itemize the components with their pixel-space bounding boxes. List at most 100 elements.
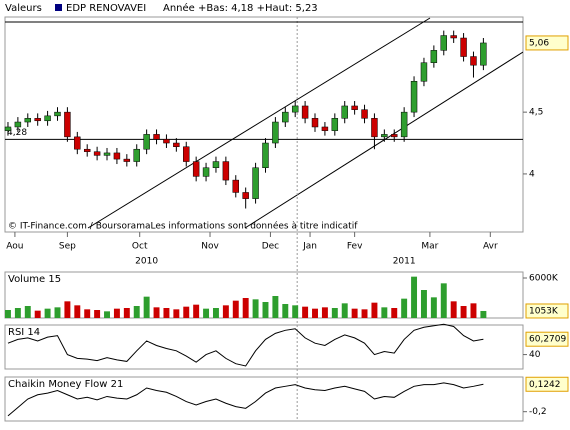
- volume-bar: [341, 303, 348, 318]
- candle-body: [430, 50, 438, 63]
- candle-body: [371, 118, 378, 138]
- candle-body: [202, 167, 210, 177]
- volume-bar: [331, 308, 338, 318]
- volume-bar: [292, 305, 299, 318]
- volume-bar: [371, 302, 378, 318]
- volume-bar: [84, 309, 91, 318]
- header-symbol: EDP RENOVAVEI: [66, 3, 146, 14]
- footer: © IT-Finance.com / BoursoramaLes informa…: [8, 221, 358, 232]
- volume-bar: [430, 297, 437, 318]
- volume-bar: [361, 309, 368, 318]
- candle-body: [222, 161, 230, 181]
- volume-bar: [113, 308, 120, 318]
- candle-body: [44, 115, 51, 122]
- volume-bar: [183, 306, 190, 318]
- volume-bar: [163, 308, 170, 318]
- indicator-line: [7, 382, 484, 417]
- x-tick-label: Sep: [59, 242, 76, 252]
- volume-bar: [14, 308, 21, 318]
- indicator-line: [7, 323, 484, 367]
- y-tick-label: 40: [529, 350, 541, 360]
- volume-bar: [351, 308, 358, 318]
- volume-bar: [123, 308, 130, 318]
- x-tick-label: Fev: [347, 242, 363, 252]
- candle-body: [14, 121, 22, 128]
- header-label: Valeurs: [5, 3, 42, 14]
- candle-body: [103, 152, 111, 156]
- x-tick-label: Mar: [421, 242, 438, 252]
- candle-body: [410, 81, 418, 113]
- volume-bar: [54, 307, 61, 318]
- volume-bar: [222, 305, 229, 318]
- candle-body: [331, 118, 339, 131]
- candle-body: [470, 56, 477, 66]
- header-range: Année +Bas: 4,18 +Haut: 5,23: [163, 2, 318, 14]
- volume-bar: [193, 304, 200, 318]
- candle-body: [64, 111, 71, 138]
- candle-body: [361, 109, 368, 119]
- candle-body: [381, 134, 388, 138]
- last-value-box: [525, 35, 569, 51]
- candle-body: [252, 167, 259, 199]
- volume-bar: [173, 309, 180, 318]
- x-tick-label: Jan: [302, 242, 317, 252]
- volume-bar: [232, 300, 239, 318]
- candle-body: [420, 62, 428, 82]
- volume-bar: [312, 308, 318, 318]
- candle-body: [113, 152, 121, 160]
- volume-bar: [470, 303, 477, 318]
- candle-body: [123, 158, 131, 162]
- y-tick-label: 4,5: [529, 108, 543, 118]
- volume-bar: [94, 310, 101, 318]
- last-value-label: 5,06: [529, 38, 549, 48]
- x-tick-label: Oct: [132, 242, 148, 252]
- volume-bar: [460, 306, 467, 318]
- x-tick-label: Aou: [6, 242, 23, 252]
- volume-bar: [420, 290, 427, 318]
- candle-body: [4, 126, 12, 131]
- volume-bar: [133, 306, 140, 318]
- symbol-icon: [55, 4, 62, 11]
- volume-bar: [302, 306, 309, 318]
- volume-bar: [450, 301, 457, 318]
- candle-body: [480, 42, 487, 66]
- volume-bar: [64, 301, 71, 318]
- candle-body: [212, 161, 220, 168]
- candle-body: [262, 142, 269, 168]
- candle-body: [143, 134, 150, 150]
- last-value-label: 0,1242: [529, 380, 561, 390]
- volume-bar: [104, 311, 110, 318]
- candle-body: [391, 134, 398, 138]
- y-tick-label: 6000K: [529, 274, 559, 284]
- rsi-panel: [4, 324, 524, 370]
- candle-body: [242, 192, 249, 199]
- volume-bar: [74, 305, 81, 318]
- candle-body: [400, 111, 408, 138]
- panel-title: Chaikin Money Flow 21: [8, 379, 123, 390]
- last-value-label: 60,2709: [529, 335, 566, 345]
- volume-bar: [5, 310, 11, 318]
- year-label: 2010: [135, 257, 158, 267]
- volume-bar: [282, 304, 289, 318]
- volume-bar: [252, 299, 259, 318]
- volume-bar: [203, 308, 210, 318]
- candle-body: [183, 146, 190, 162]
- channel-upper: [87, 17, 431, 229]
- price-panel: [4, 16, 524, 233]
- candle-body: [83, 148, 91, 152]
- candle-body: [291, 105, 299, 113]
- volume-bar: [391, 308, 398, 318]
- candle-body: [272, 121, 279, 144]
- candle-body: [93, 151, 101, 156]
- candle-body: [460, 37, 467, 57]
- candle-body: [282, 111, 289, 123]
- volume-bar: [480, 310, 487, 318]
- volume-bar: [34, 310, 41, 318]
- candle-body: [153, 134, 160, 140]
- candle-body: [24, 118, 32, 123]
- candle-body: [321, 126, 329, 131]
- candle-body: [173, 142, 180, 147]
